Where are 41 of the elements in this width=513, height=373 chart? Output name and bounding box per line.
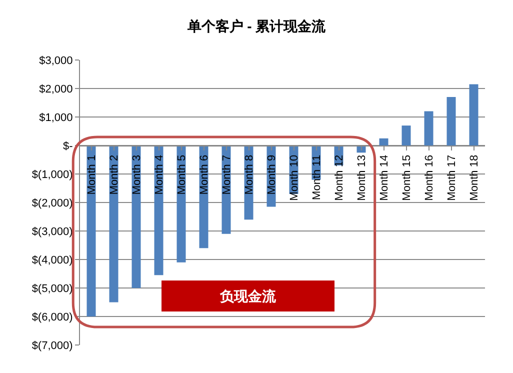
bar [109, 146, 118, 302]
bar [132, 146, 141, 288]
x-tick-label: Month 12 [333, 154, 346, 201]
x-tick-label: Month 17 [446, 154, 458, 201]
bar [402, 126, 411, 146]
x-tick-label: Month 4 [153, 154, 166, 195]
x-tick-label: Month 3 [130, 154, 143, 195]
y-tick-label: $(3,000) [32, 226, 73, 238]
x-tick-label: Month 16 [423, 154, 436, 201]
x-tick-label: Month 1 [86, 154, 98, 195]
annotation: 负现金流 [219, 288, 277, 304]
x-tick-label: Month 8 [243, 154, 256, 195]
x-tick-label: Month 15 [400, 154, 413, 201]
y-tick-label: $2,000 [39, 83, 73, 96]
y-tick-label: $(5,000) [32, 282, 73, 295]
x-tick-label: Month 11 [310, 154, 323, 200]
bar [379, 138, 388, 146]
y-tick-label: $(6,000) [32, 311, 73, 324]
y-tick-label: $- [63, 140, 74, 152]
chart-title: 单个客户 - 累计现金流 [186, 18, 327, 34]
bar [446, 97, 456, 146]
x-tick-label: Month 13 [356, 154, 368, 201]
x-tick-label: Month 14 [378, 154, 390, 201]
x-tick-label: Month 10 [288, 154, 300, 201]
picture-label-box: 负现金流 [162, 280, 334, 312]
bar [86, 146, 96, 316]
x-tick-label: Month 6 [198, 154, 210, 195]
bar [469, 84, 478, 146]
y-tick-label: $(4,000) [32, 254, 73, 266]
bar [424, 111, 434, 146]
y-tick-label: $(7,000) [32, 340, 73, 352]
x-tick-label: Month 7 [220, 154, 233, 195]
x-tick-label: Month 5 [176, 154, 188, 195]
x-tick-label: Month 9 [266, 154, 278, 195]
y-tick-label: $1,000 [39, 112, 73, 124]
y-tick-label: $(1,000) [32, 168, 73, 181]
bar [154, 146, 164, 276]
x-tick-label: Month 18 [468, 154, 480, 201]
y-tick-label: $3,000 [39, 54, 73, 67]
x-tick-label: Month 2 [108, 154, 120, 195]
y-tick-label: $(2,000) [32, 197, 73, 210]
